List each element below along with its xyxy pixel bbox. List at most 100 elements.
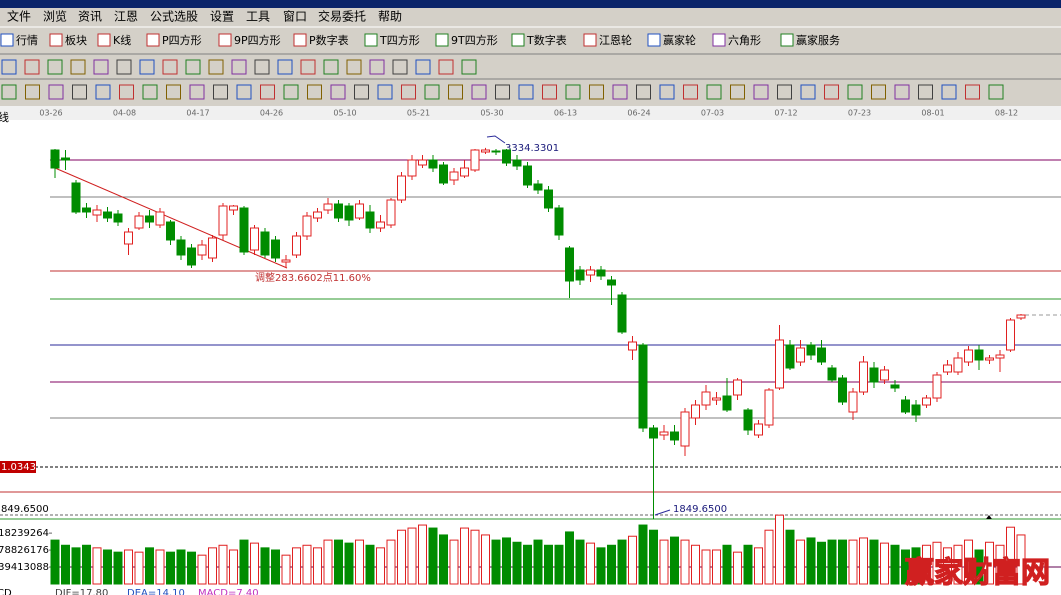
toolbar-button[interactable]: 板块	[65, 33, 87, 47]
candle-body	[282, 260, 290, 262]
date-label: 08-12	[995, 109, 1018, 118]
toolbar-button[interactable]: T数字表	[526, 33, 567, 47]
menu-item[interactable]: 资讯	[78, 10, 102, 24]
candle-body	[366, 212, 374, 228]
toolbar-icon	[512, 34, 524, 46]
menu-item[interactable]: 公式选股	[150, 10, 198, 24]
volume-bar	[650, 530, 658, 584]
volume-bar	[891, 545, 899, 584]
candle-body	[807, 345, 815, 355]
toolbar-button[interactable]: P四方形	[162, 33, 202, 47]
candle-body	[503, 150, 511, 163]
volume-bar	[744, 545, 752, 584]
toolbar-button[interactable]: 六角形	[728, 34, 761, 47]
volume-bar	[366, 545, 374, 584]
indicator-value: DEA=14.10	[127, 588, 185, 595]
volume-bar	[209, 548, 217, 584]
volume-bar	[429, 528, 437, 584]
indicator-value: DIF=17.80	[55, 588, 108, 595]
candle-body	[629, 342, 637, 350]
volume-bar	[566, 532, 574, 584]
volume-bar	[534, 540, 542, 584]
candle-body	[335, 204, 343, 218]
volume-bar	[272, 550, 280, 584]
candle-body	[429, 160, 437, 168]
toolbar-button[interactable]: 9P四方形	[234, 33, 281, 47]
volume-bar	[618, 540, 626, 584]
menu-item[interactable]: 文件	[7, 9, 31, 24]
menu-item[interactable]: 江恩	[114, 10, 138, 24]
candle-body	[219, 206, 227, 235]
volume-bar	[576, 540, 584, 584]
toolbar-button[interactable]: P数字表	[309, 33, 349, 47]
toolbar-button[interactable]: 9T四方形	[451, 33, 498, 47]
volume-bar	[839, 540, 847, 584]
menu-item[interactable]: 交易委托	[318, 9, 366, 24]
candle-body	[734, 380, 742, 395]
volume-bar	[797, 540, 805, 584]
date-label: 07-12	[774, 109, 797, 118]
trend-line	[55, 168, 287, 268]
candle-body	[83, 208, 91, 212]
candle-body	[881, 370, 889, 380]
candle-body	[954, 358, 962, 372]
menu-item[interactable]: 窗口	[283, 10, 307, 24]
menu-item[interactable]: 设置	[210, 10, 234, 24]
volume-bar	[524, 545, 532, 584]
toolbar-button[interactable]: 赢家轮	[663, 33, 696, 47]
candle-body	[744, 410, 752, 430]
date-label: 07-23	[848, 109, 871, 118]
toolbar-button[interactable]: T四方形	[379, 33, 420, 47]
toolbar-button[interactable]: K线	[113, 33, 131, 47]
candle-body	[849, 392, 857, 412]
candle-body	[818, 348, 826, 362]
toolbar-button[interactable]: 江恩轮	[599, 33, 632, 47]
date-label: 05-10	[333, 109, 356, 118]
volume-bar	[198, 555, 206, 584]
candle-body	[597, 270, 605, 276]
menu-item[interactable]: 工具	[246, 10, 270, 24]
toolbar-icon	[147, 34, 159, 46]
volume-bar	[723, 545, 731, 584]
volume-bar	[72, 548, 80, 584]
candle-body	[419, 160, 427, 165]
candle-body	[681, 412, 689, 446]
level-lines	[0, 136, 1061, 567]
candle-body	[986, 358, 994, 360]
volume-bar	[408, 528, 416, 584]
candle-body	[650, 428, 658, 438]
candle-body	[440, 165, 448, 183]
panel-label: 线	[0, 110, 9, 124]
toolbar-icon	[294, 34, 306, 46]
candle-body	[776, 340, 784, 388]
volume-bar	[482, 535, 490, 584]
toolbar-button[interactable]: 赢家服务	[796, 33, 840, 47]
date-label: 04-26	[260, 109, 283, 118]
volume-bar	[450, 540, 458, 584]
candle-body	[923, 398, 931, 405]
menu-item[interactable]: 帮助	[378, 10, 402, 24]
candle-body	[398, 176, 406, 200]
volume-bar	[62, 545, 70, 584]
volume-bar	[513, 542, 521, 584]
volume-bar	[104, 550, 112, 584]
annotation-leader	[487, 136, 505, 143]
volume-bar	[776, 515, 784, 584]
volume-bar	[849, 540, 857, 584]
volume-bar	[219, 545, 227, 584]
volume-bar	[125, 550, 133, 584]
volume-bar	[188, 552, 196, 584]
candle-body	[1017, 315, 1025, 318]
candle-body	[891, 385, 899, 388]
candle-body	[618, 295, 626, 332]
candle-body	[534, 184, 542, 190]
menu-item[interactable]: 浏览	[43, 9, 67, 24]
candle-body	[114, 214, 122, 222]
toolbar-button[interactable]: 行情	[16, 34, 38, 47]
candle-body	[209, 238, 217, 258]
date-label: 04-08	[113, 109, 136, 118]
candle-body	[996, 355, 1004, 358]
title-bar	[0, 0, 1061, 8]
candle-body	[240, 208, 248, 252]
